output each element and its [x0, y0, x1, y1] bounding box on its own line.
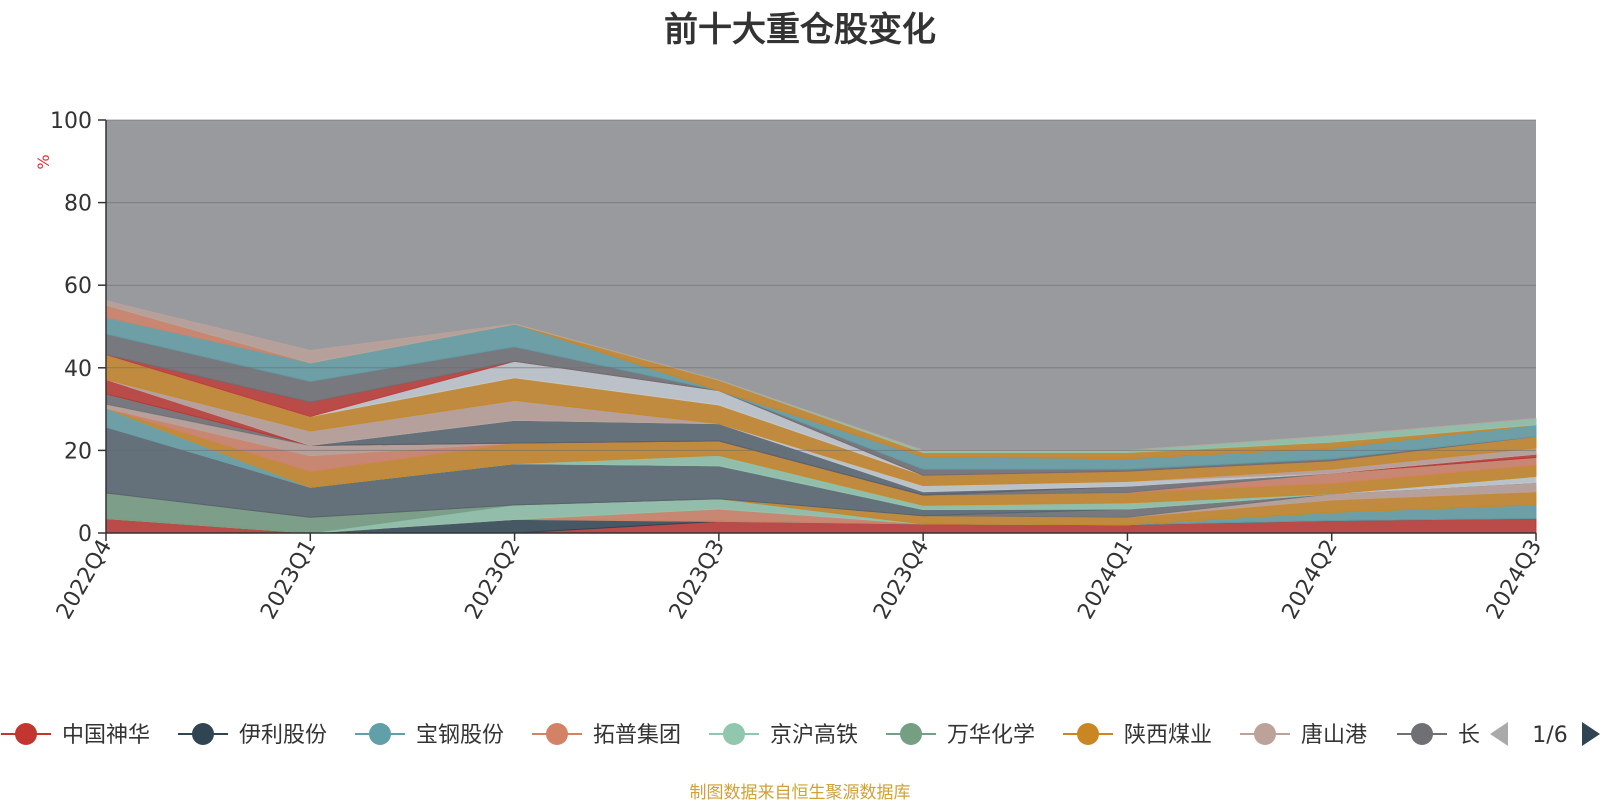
x-tick-label-6: 2024Q2 [1278, 536, 1343, 624]
legend-item-7: 唐山港 [1240, 723, 1367, 748]
legend-page-indicator: 1/6 [1532, 723, 1567, 748]
legend-prev-page-icon[interactable] [1490, 722, 1508, 746]
legend-marker-0 [15, 723, 37, 745]
gridlines [106, 119, 1536, 451]
legend-item-6: 陕西煤业 [1063, 723, 1212, 748]
legend-next-page-icon[interactable] [1582, 722, 1600, 746]
x-tick-label-4: 2023Q4 [869, 536, 934, 624]
chart-title: 前十大重仓股变化 [664, 10, 936, 50]
legend-marker-5 [900, 723, 922, 745]
y-tick-label-5: 100 [50, 109, 92, 134]
series-area-29 [105, 300, 1537, 451]
legend-label-7: 唐山港 [1301, 723, 1367, 748]
legend-marker-6 [1077, 723, 1099, 745]
legend-label-4: 京沪高铁 [770, 723, 858, 748]
series-areas [105, 300, 1537, 534]
x-tick-label-3: 2023Q3 [665, 536, 730, 624]
legend-marker-8 [1411, 723, 1433, 745]
legend-item-3: 拓普集团 [532, 723, 681, 748]
legend-label-8: 长江电力 [1458, 723, 1546, 748]
legend-label-3: 拓普集团 [593, 723, 681, 748]
data-source-note: 制图数据来自恒生聚源数据库 [689, 783, 911, 803]
x-tick-label-7: 2024Q3 [1482, 536, 1547, 624]
legend-label-1: 伊利股份 [239, 723, 327, 748]
y-tick-label-4: 80 [64, 192, 92, 217]
legend-item-0: 中国神华 [1, 723, 150, 748]
x-tick-label-2: 2023Q2 [460, 536, 525, 624]
legend-item-8: 长江电力 [1397, 723, 1546, 748]
legend-item-5: 万华化学 [886, 723, 1035, 748]
legend-items: 中国神华 伊利股份 宝钢股份 拓普集团 京沪高铁 万华化学 陕西煤业 唐山港 长江电力 [1, 723, 1546, 748]
y-tick-label-2: 40 [64, 357, 92, 382]
legend: 中国神华 伊利股份 宝钢股份 拓普集团 京沪高铁 万华化学 陕西煤业 唐山港 长江电力1/6 [1, 722, 1600, 748]
y-axis-title: % [34, 154, 53, 169]
legend-marker-3 [546, 723, 568, 745]
x-tick-label-0: 2022Q4 [52, 536, 117, 624]
legend-item-2: 宝钢股份 [355, 723, 504, 748]
x-tick-label-1: 2023Q1 [256, 536, 321, 624]
legend-marker-2 [369, 723, 391, 745]
y-tick-label-1: 20 [64, 439, 92, 464]
legend-marker-4 [723, 723, 745, 745]
x-tick-label-5: 2024Q1 [1073, 536, 1138, 624]
legend-label-5: 万华化学 [947, 723, 1035, 748]
legend-item-4: 京沪高铁 [709, 723, 858, 748]
legend-item-1: 伊利股份 [178, 723, 327, 748]
legend-label-6: 陕西煤业 [1124, 723, 1212, 748]
legend-label-2: 宝钢股份 [416, 723, 504, 748]
legend-label-0: 中国神华 [62, 723, 150, 748]
legend-marker-7 [1254, 723, 1276, 745]
legend-marker-1 [192, 723, 214, 745]
y-tick-label-0: 0 [78, 522, 92, 547]
y-tick-label-3: 60 [64, 274, 92, 299]
